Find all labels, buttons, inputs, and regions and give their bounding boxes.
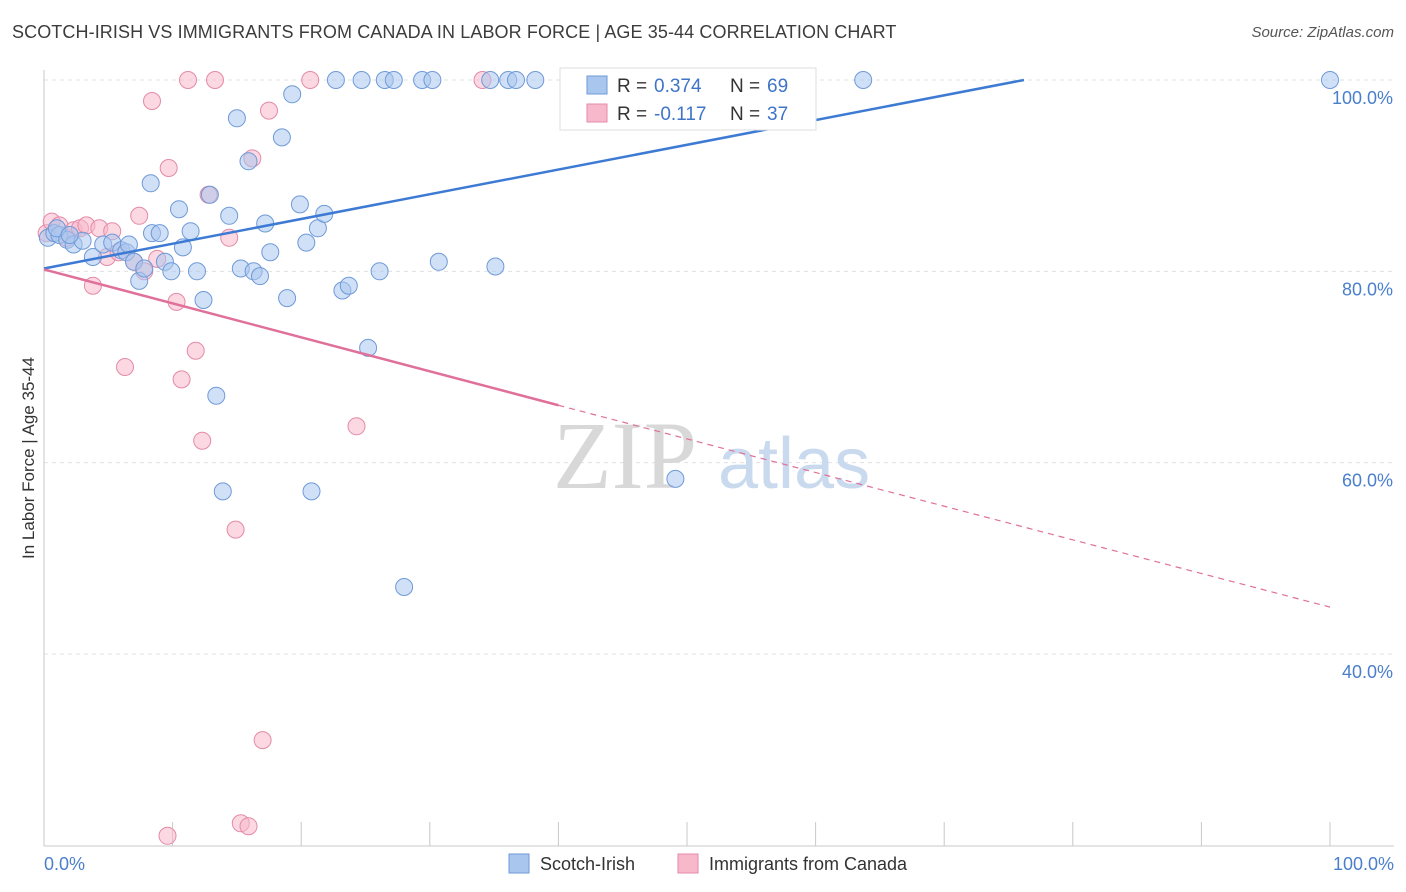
x-tick-label-max: 100.0% [1333, 854, 1394, 874]
scotch-irish-point [429, 252, 448, 271]
scotch-irish-point [141, 174, 160, 193]
scotch-irish-point [227, 109, 246, 128]
scotch-irish-point [170, 200, 188, 219]
scotch-irish-point [481, 71, 500, 89]
canada-point [253, 731, 272, 750]
legend-r-value-blue: 0.374 [654, 76, 702, 97]
bottom-legend-swatch-canada [677, 853, 699, 874]
canada-point [260, 101, 278, 120]
source-label: Source: ZipAtlas.com [1251, 24, 1394, 41]
scotch-irish-point [181, 222, 200, 241]
scotch-irish-point [150, 224, 169, 243]
scotch-irish-point [326, 71, 345, 89]
legend-r-label-pink: R = [617, 104, 647, 125]
trend-line-scotch-irish [43, 78, 1025, 270]
series-canada-points [37, 71, 492, 845]
canada-point [239, 817, 258, 836]
bottom-legend-label-canada: Immigrants from Canada [709, 854, 908, 874]
scotch-irish-point [194, 291, 213, 309]
scotch-irish-point [256, 214, 275, 233]
legend-swatch-blue [586, 75, 608, 95]
scotch-irish-point [213, 482, 232, 501]
scotch-irish-point [395, 578, 414, 596]
scotch-irish-point [200, 185, 219, 204]
chart-title: SCOTCH-IRISH VS IMMIGRANTS FROM CANADA I… [12, 22, 897, 42]
scotch-irish-point [60, 226, 79, 244]
scotch-irish-point [370, 262, 389, 281]
canada-point [143, 92, 161, 110]
legend-n-label-blue: N = [730, 76, 760, 97]
scotch-irish-point [278, 289, 297, 308]
scotch-irish-point [135, 259, 154, 278]
scotch-irish-point [220, 206, 239, 225]
y-tick-label: 80.0% [1342, 279, 1393, 299]
scotch-irish-point [384, 71, 403, 89]
canada-point [301, 71, 320, 89]
canada-point [179, 71, 197, 89]
series-scotch-irish-points [38, 71, 1339, 596]
legend-r-label-blue: R = [617, 76, 647, 97]
scotch-irish-point [339, 276, 358, 295]
bottom-legend-swatch-scotch-irish [508, 853, 530, 874]
legend-n-label-pink: N = [730, 104, 760, 125]
canada-point [172, 370, 191, 389]
scotch-irish-point [423, 71, 442, 89]
canada-point [206, 71, 224, 89]
legend-swatch-pink [586, 103, 608, 123]
canada-point [159, 159, 178, 177]
scotch-irish-point [162, 262, 181, 281]
trend-line-canada [43, 268, 559, 407]
scotch-irish-point [352, 71, 371, 89]
scotch-irish-point [854, 71, 873, 89]
scotch-irish-point [297, 233, 316, 252]
canada-point [193, 431, 212, 450]
scotch-irish-point [290, 195, 309, 214]
scotch-irish-point [207, 386, 226, 405]
series-legend: Scotch-Irish Immigrants from Canada [508, 853, 908, 874]
scotch-irish-point [486, 257, 505, 276]
y-tick-labels: 100.0% 80.0% 60.0% 40.0% [1332, 88, 1393, 682]
x-tick-label-min: 0.0% [44, 854, 85, 874]
y-tick-label: 40.0% [1342, 662, 1393, 682]
scotch-irish-point [261, 243, 280, 262]
scotch-irish-point [666, 469, 685, 488]
canada-point [347, 417, 366, 436]
canada-point [226, 520, 245, 539]
bottom-legend-label-scotch-irish: Scotch-Irish [540, 854, 635, 874]
canada-point [158, 826, 177, 845]
correlation-legend: R = 0.374 N = 69 R = -0.117 N = 37 [559, 67, 817, 131]
scotch-irish-point [239, 152, 258, 171]
scotch-irish-point [526, 71, 545, 89]
scotch-irish-point [302, 482, 321, 501]
y-tick-label: 100.0% [1332, 88, 1393, 108]
scotch-irish-point [283, 85, 302, 104]
trend-lines [43, 78, 1331, 608]
canada-point [130, 206, 149, 225]
scotch-irish-point [359, 338, 378, 357]
scotch-irish-point [1321, 71, 1339, 89]
legend-n-value-blue: 69 [767, 76, 788, 97]
y-axis-title: In Labor Force | Age 35-44 [19, 357, 38, 559]
watermark-atlas: atlas [718, 424, 870, 504]
scotch-irish-point [251, 267, 269, 286]
canada-point [116, 358, 134, 376]
y-tick-label: 60.0% [1342, 471, 1393, 491]
canada-point [186, 341, 205, 360]
trend-line-canada-extrapolated [558, 404, 1331, 608]
legend-r-value-pink: -0.117 [654, 104, 706, 125]
x-tick-marks [43, 822, 1331, 846]
scotch-irish-point [507, 71, 525, 89]
watermark-zip: ZIP [553, 402, 697, 509]
scotch-irish-point [188, 262, 206, 281]
legend-n-value-pink: 37 [767, 104, 788, 125]
scotch-irish-point [272, 128, 291, 147]
